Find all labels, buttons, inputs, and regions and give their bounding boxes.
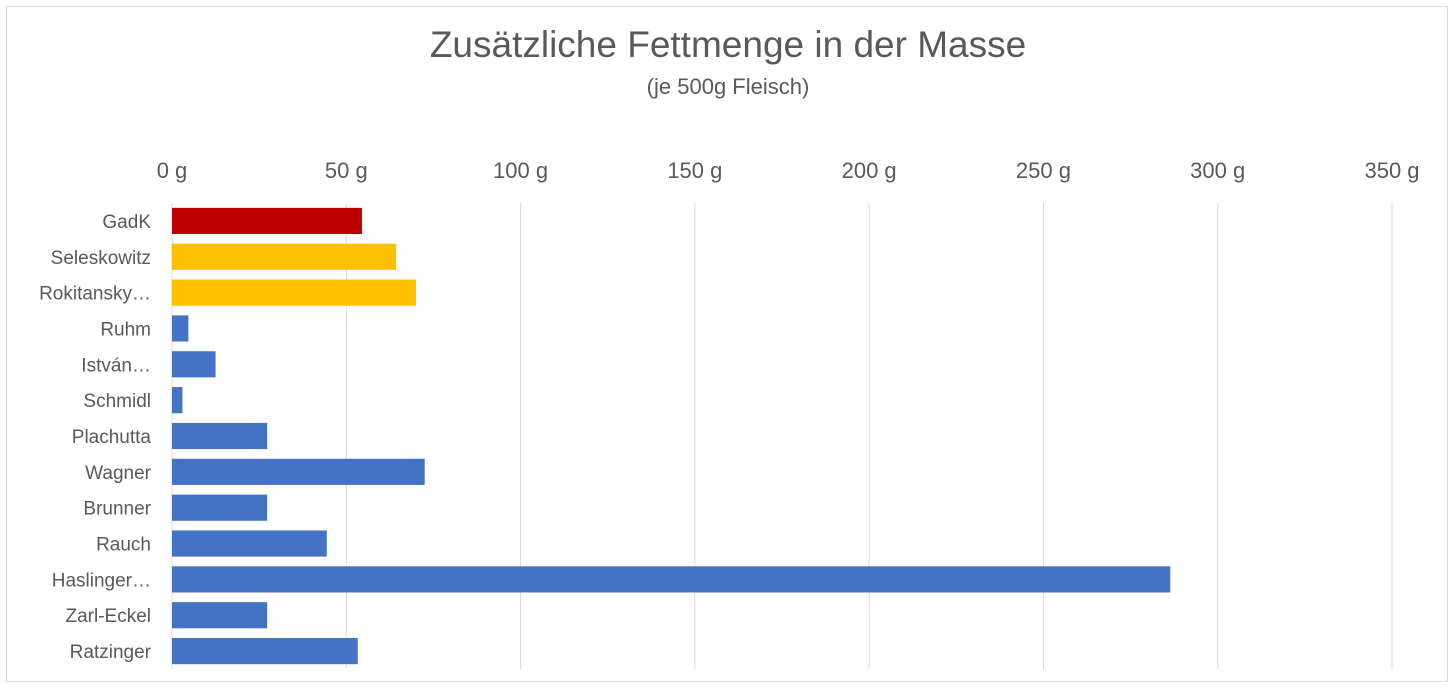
category-label: Rauch: [96, 535, 151, 556]
x-tick-label: 0 g: [157, 158, 188, 183]
category-label: GadK: [102, 212, 151, 233]
bar: [172, 458, 425, 485]
bar: [172, 351, 216, 378]
bar: [172, 530, 327, 557]
category-label: Haslinger…: [52, 570, 151, 591]
x-tick-labels: 0 g 50 g 100 g 150 g 200 g 250 g 300 g 350 g: [157, 158, 1420, 183]
chart-subtitle: (je 500g Fleisch): [646, 74, 810, 99]
category-label: Ruhm: [100, 319, 151, 340]
category-label: Zarl-Eckel: [65, 606, 151, 627]
category-label: Brunner: [83, 499, 151, 520]
bar: [172, 315, 189, 342]
x-tick-label: 350 g: [1364, 158, 1419, 183]
bar: [172, 387, 183, 414]
category-label: Ratzinger: [70, 642, 152, 663]
bars: [172, 207, 1171, 665]
bar: [172, 279, 416, 306]
bar: [172, 422, 268, 450]
x-tick-label: 50 g: [325, 158, 368, 183]
category-label: Schmidl: [83, 391, 151, 412]
category-label: Rokitansky…: [39, 284, 151, 305]
x-tick-label: 150 g: [667, 158, 722, 183]
category-label: Wagner: [85, 463, 151, 484]
x-tick-label: 100 g: [493, 158, 548, 183]
bar: [172, 566, 1171, 593]
bar: [172, 207, 362, 235]
x-tick-label: 250 g: [1016, 158, 1071, 183]
bar: [172, 637, 358, 665]
category-label: Plachutta: [72, 427, 152, 448]
bar: [172, 494, 268, 521]
chart-title: Zusätzliche Fettmenge in der Masse: [429, 24, 1027, 65]
bar: [172, 602, 268, 629]
category-labels: GadK Seleskowitz Rokitansky… Ruhm István… Sch…: [39, 212, 152, 663]
bar: [172, 243, 397, 270]
category-label: Seleskowitz: [51, 248, 151, 269]
x-tick-label: 300 g: [1190, 158, 1245, 183]
category-label: István…: [81, 355, 151, 376]
x-tick-label: 200 g: [842, 158, 897, 183]
gridlines: [171, 203, 1393, 669]
